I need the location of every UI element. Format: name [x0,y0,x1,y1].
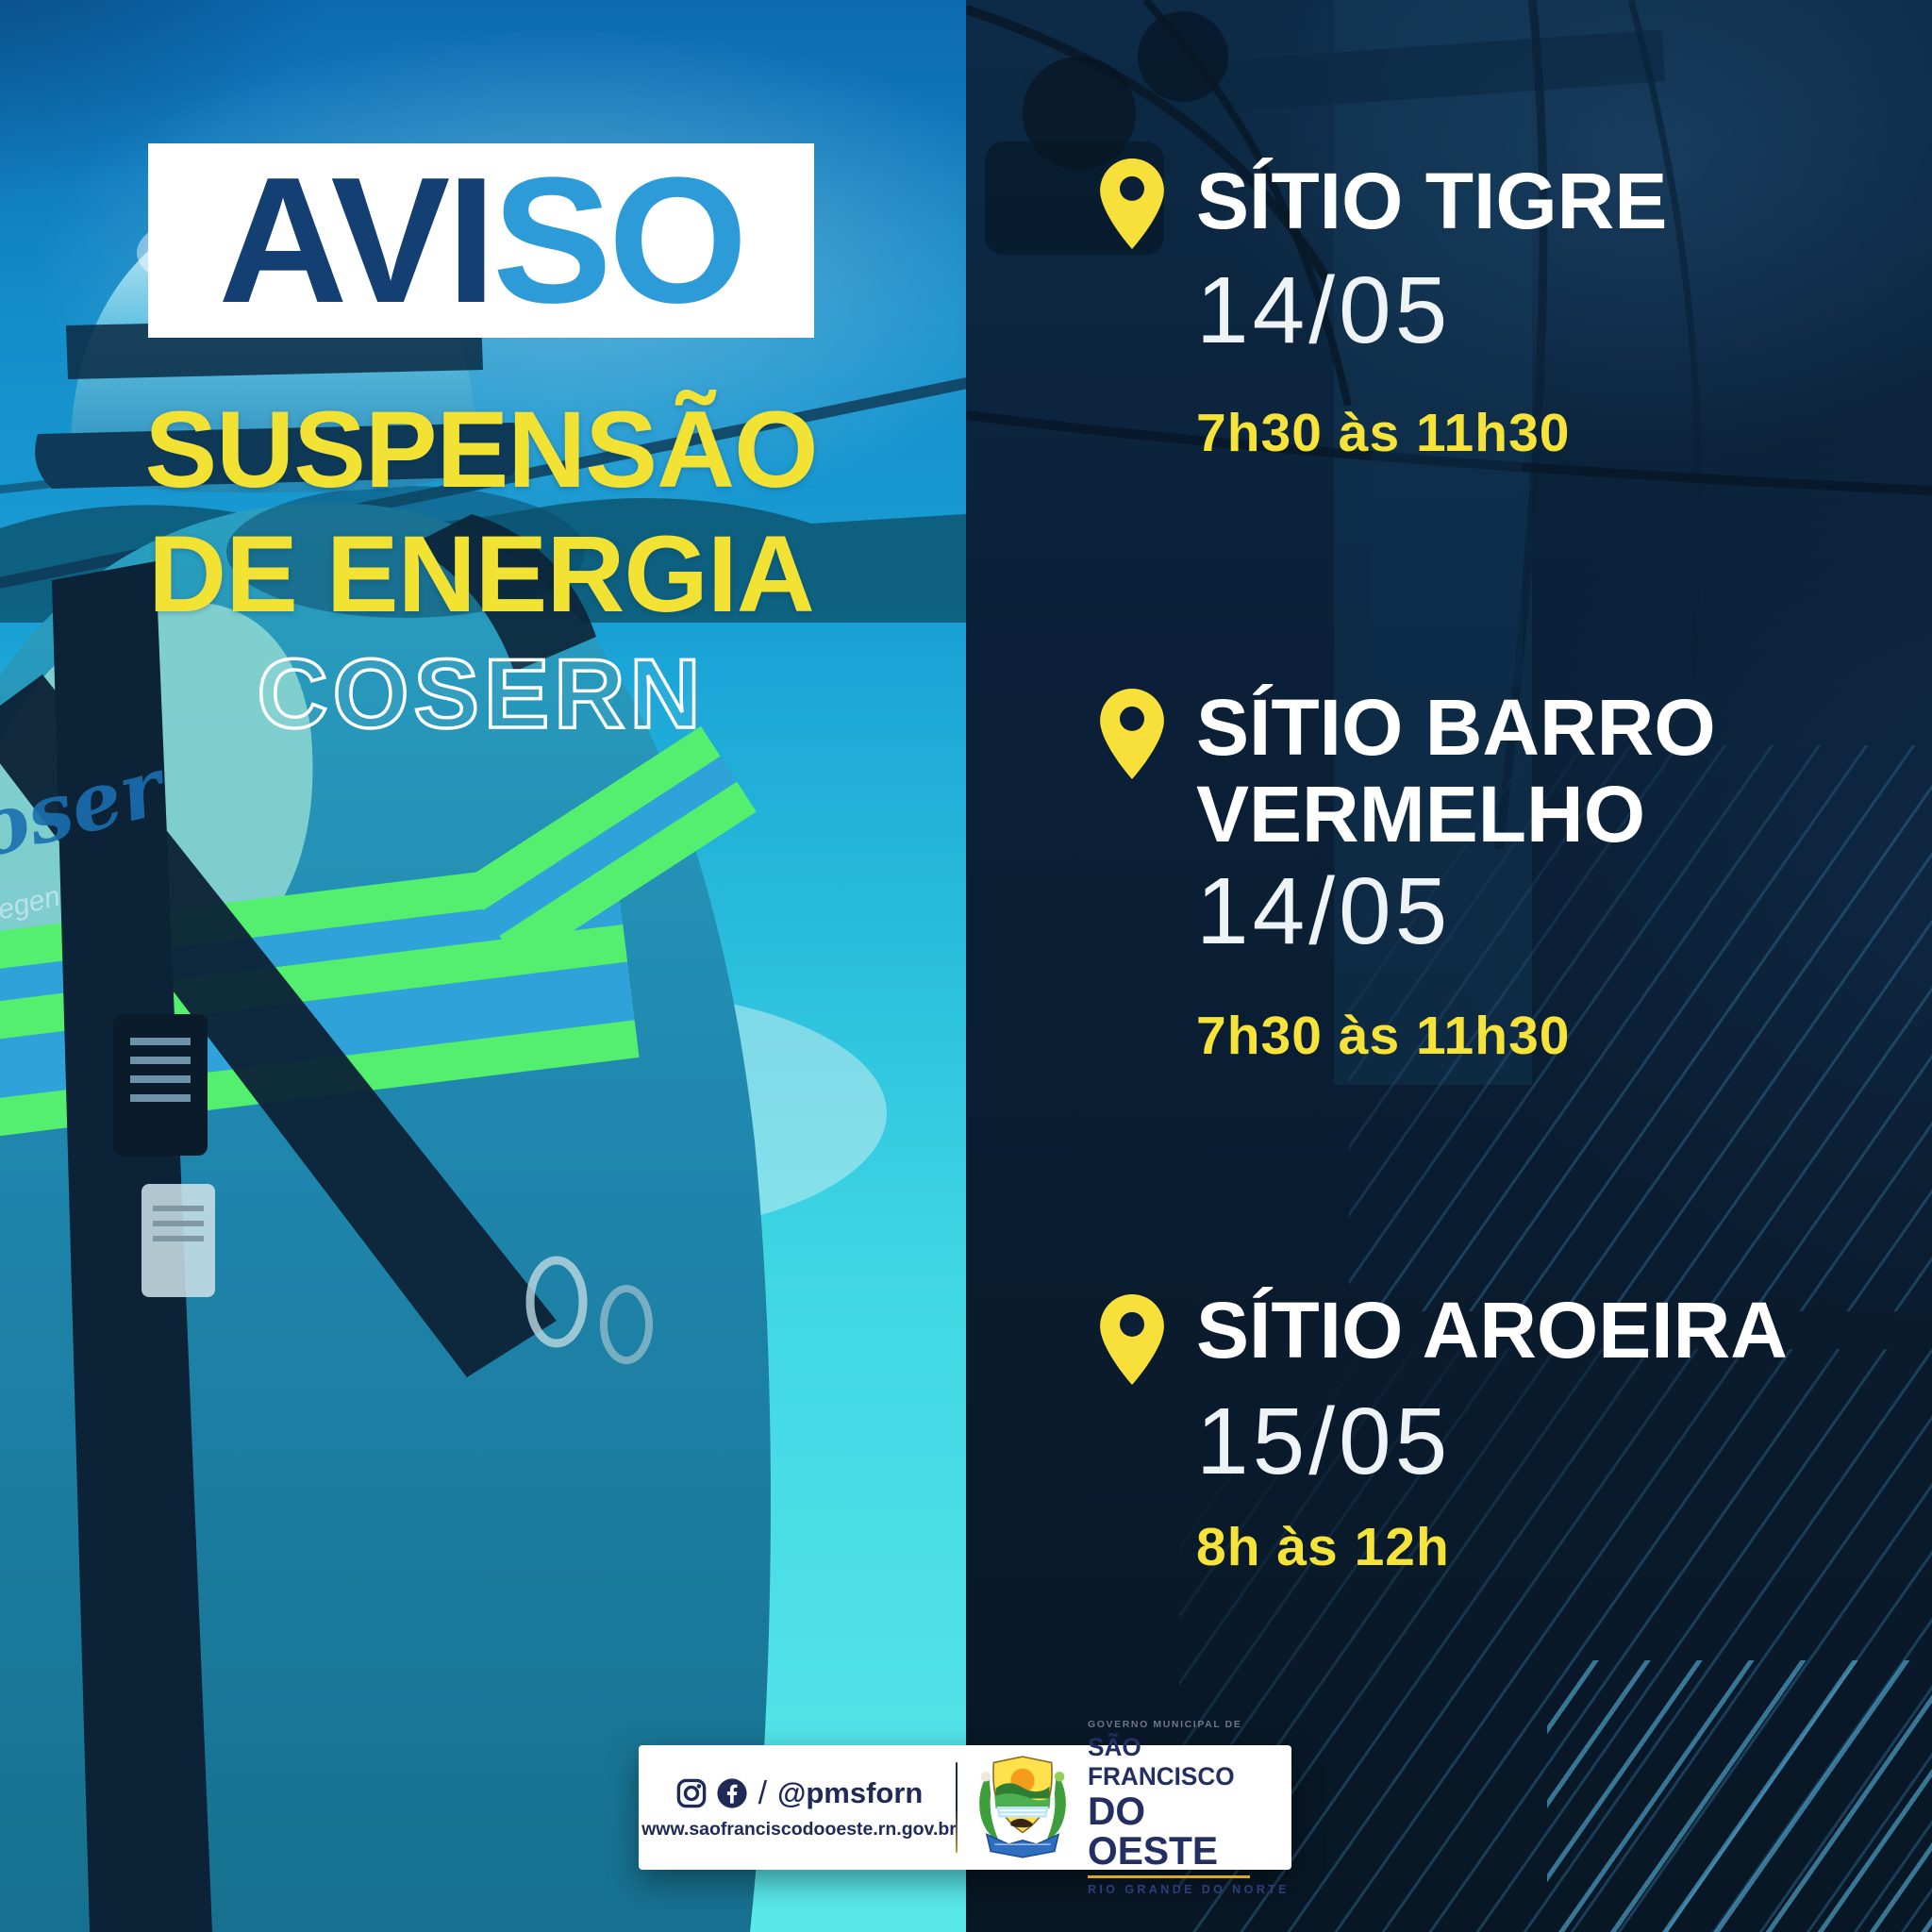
diagonal-stripes-corner [1547,1660,1932,1932]
facebook-icon [717,1778,747,1808]
worker-photo-illustration: oser legen [0,199,966,1932]
subtitle-line1: SUSPENSÃO [144,390,818,510]
municipal-crest [979,1756,1066,1858]
pole-illustration [966,0,1932,1085]
social-block: / @pmsforn www.saofranciscodooeste.rn.go… [641,1774,957,1840]
company-name: COSERN [256,640,706,749]
map-pin-icon [1100,158,1164,249]
gov-gold-underline [1088,1874,1250,1879]
aviso-title-light: SO [492,141,748,341]
carabiner-icon-2 [600,1285,653,1364]
instagram-icon [676,1778,706,1808]
footer-divider [956,1762,958,1853]
wire-3 [1494,0,1548,850]
helmet-brim [35,423,521,489]
carabiner-icon [525,1256,588,1348]
equipment-blob-2 [1138,11,1228,102]
harness-strap-diagonal [0,675,557,1377]
schedule-location-2: SÍTIO BARRO VERMELHO [1196,683,1716,859]
social-icons-row: / @pmsforn [675,1774,924,1812]
schedule-date-2: 14/05 [1196,858,1452,964]
footer-bar: / @pmsforn www.saofranciscodooeste.rn.go… [639,1719,1291,1896]
aviso-title-dark: AVI [218,141,496,341]
gov-block: GOVERNO MUNICIPAL DE SÃO FRANCISCO DO OE… [1088,1718,1287,1896]
arm-reflective-band [463,725,757,966]
schedule-panel-background [966,0,1932,1932]
harness-strap-left [52,561,212,1932]
pole-box [1372,443,1523,689]
harness-strap-shoulder [410,514,596,672]
utility-pole [1334,0,1532,1085]
gov-name-line1: SÃO FRANCISCO [1088,1732,1235,1790]
wire-4 [1627,0,1703,680]
social-handle: @pmsforn [777,1776,924,1809]
crest-animal [1010,1818,1033,1828]
schedule-location-3: SÍTIO AROEIRA [1196,1286,1788,1374]
map-pin-icon [1100,689,1164,779]
crest-branch-right [1046,1773,1066,1840]
gov-label: GOVERNO MUNICIPAL DE [1088,1718,1242,1730]
subtitle-line2: DE ENERGIA [148,514,815,635]
schedule-time-1: 7h30 às 11h30 [1196,403,1571,463]
diagonal-stripes-mid [1349,745,1932,1311]
schedule-date-1: 14/05 [1196,258,1452,363]
schedule-location-1: SÍTIO TIGRE [1196,157,1668,245]
social-slash: / [758,1774,768,1811]
schedule-time-3: 8h às 12h [1196,1517,1450,1577]
crest-ribbon [985,1833,1060,1858]
strap-buckle [113,1014,208,1156]
schedule-time-2: 7h30 às 11h30 [1196,1006,1571,1066]
crest-waves [999,1809,1046,1816]
crest-branch-left [979,1773,999,1840]
map-pin-icon [1100,1294,1164,1385]
schedule-date-3: 15/05 [1196,1389,1452,1494]
gov-state: RIO GRANDE DO NORTE [1088,1883,1290,1897]
aviso-title: AVISO [218,151,747,330]
wire-horizontal [966,410,1932,495]
aviso-title-box: AVISO [148,143,814,338]
website-url: www.saofranciscodooeste.rn.gov.br [641,1818,957,1840]
pole-crossarm [1022,29,1666,126]
crest-water [996,1806,1049,1818]
gov-name-line2: DO OESTE [1088,1788,1219,1873]
crest-hills-front [994,1793,1051,1809]
